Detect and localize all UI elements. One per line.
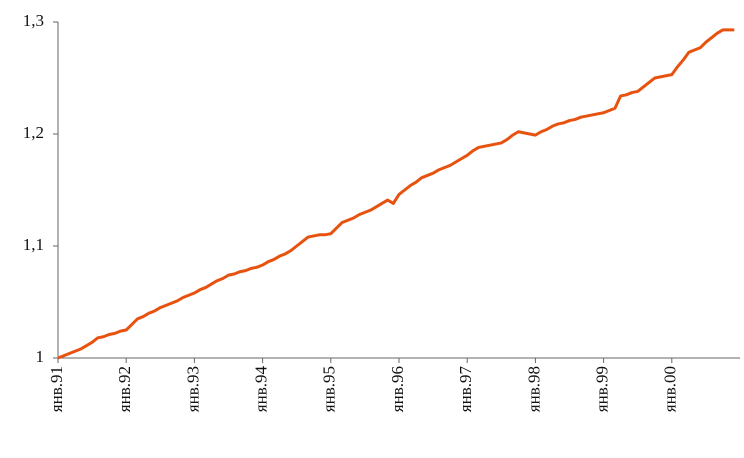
x-tick-label: янв.95 [320,366,339,412]
y-tick-label: 1,1 [23,235,44,254]
y-tick-label: 1 [36,347,45,366]
x-tick-label: янв.00 [661,366,680,412]
x-tick-label: янв.96 [388,366,407,412]
x-tick-label: янв.99 [593,366,612,412]
y-tick-label: 1,2 [23,123,44,142]
x-tick-label: янв.98 [524,366,543,412]
x-tick-label: янв.94 [252,366,271,413]
x-tick-label: янв.93 [183,366,202,412]
x-tick-label: янв.91 [47,366,66,412]
y-tick-label: 1,3 [23,11,44,30]
x-tick-label: янв.97 [456,366,475,413]
x-tick-label: янв.92 [115,366,134,412]
line-series [57,28,735,360]
